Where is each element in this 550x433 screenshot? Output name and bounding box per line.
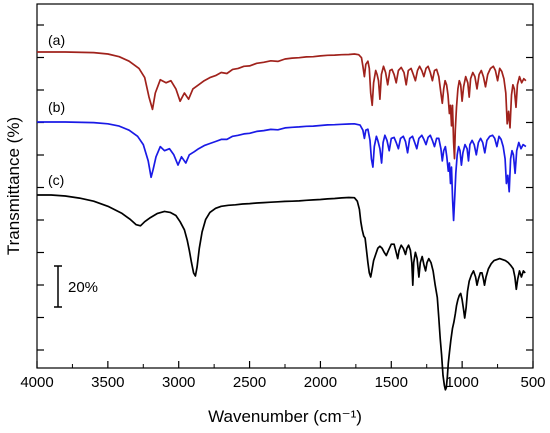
- y-axis-ticks: [37, 24, 533, 351]
- x-axis-tick-labels: 4000 3500 3000 2500 2000 1500 1000 500: [20, 374, 545, 391]
- spectrum-line-1: [37, 51, 527, 160]
- x-tick-label: 4000: [20, 374, 53, 391]
- x-tick-label: 2000: [304, 374, 337, 391]
- scale-bar-label: 20%: [68, 279, 98, 296]
- spectra: [37, 51, 527, 391]
- series-label-3: (c): [48, 172, 64, 188]
- x-tick-label: 3500: [91, 374, 124, 391]
- series-label-2: (b): [48, 99, 65, 115]
- spectrum-line-3: [37, 194, 526, 391]
- x-tick-label: 3000: [162, 374, 195, 391]
- x-tick-label: 500: [520, 374, 545, 391]
- x-tick-label: 1500: [375, 374, 408, 391]
- series-labels: (a) (b) (c): [48, 32, 65, 188]
- spectrum-line-2: [37, 121, 527, 222]
- scale-bar: 20%: [54, 265, 98, 308]
- y-axis-label: Transmittance (%): [4, 117, 23, 255]
- series-label-1: (a): [48, 32, 65, 48]
- x-axis-label: Wavenumber (cm⁻¹): [208, 407, 362, 426]
- x-tick-label: 2500: [233, 374, 266, 391]
- x-tick-label: 1000: [445, 374, 478, 391]
- x-axis-ticks: [36, 361, 534, 368]
